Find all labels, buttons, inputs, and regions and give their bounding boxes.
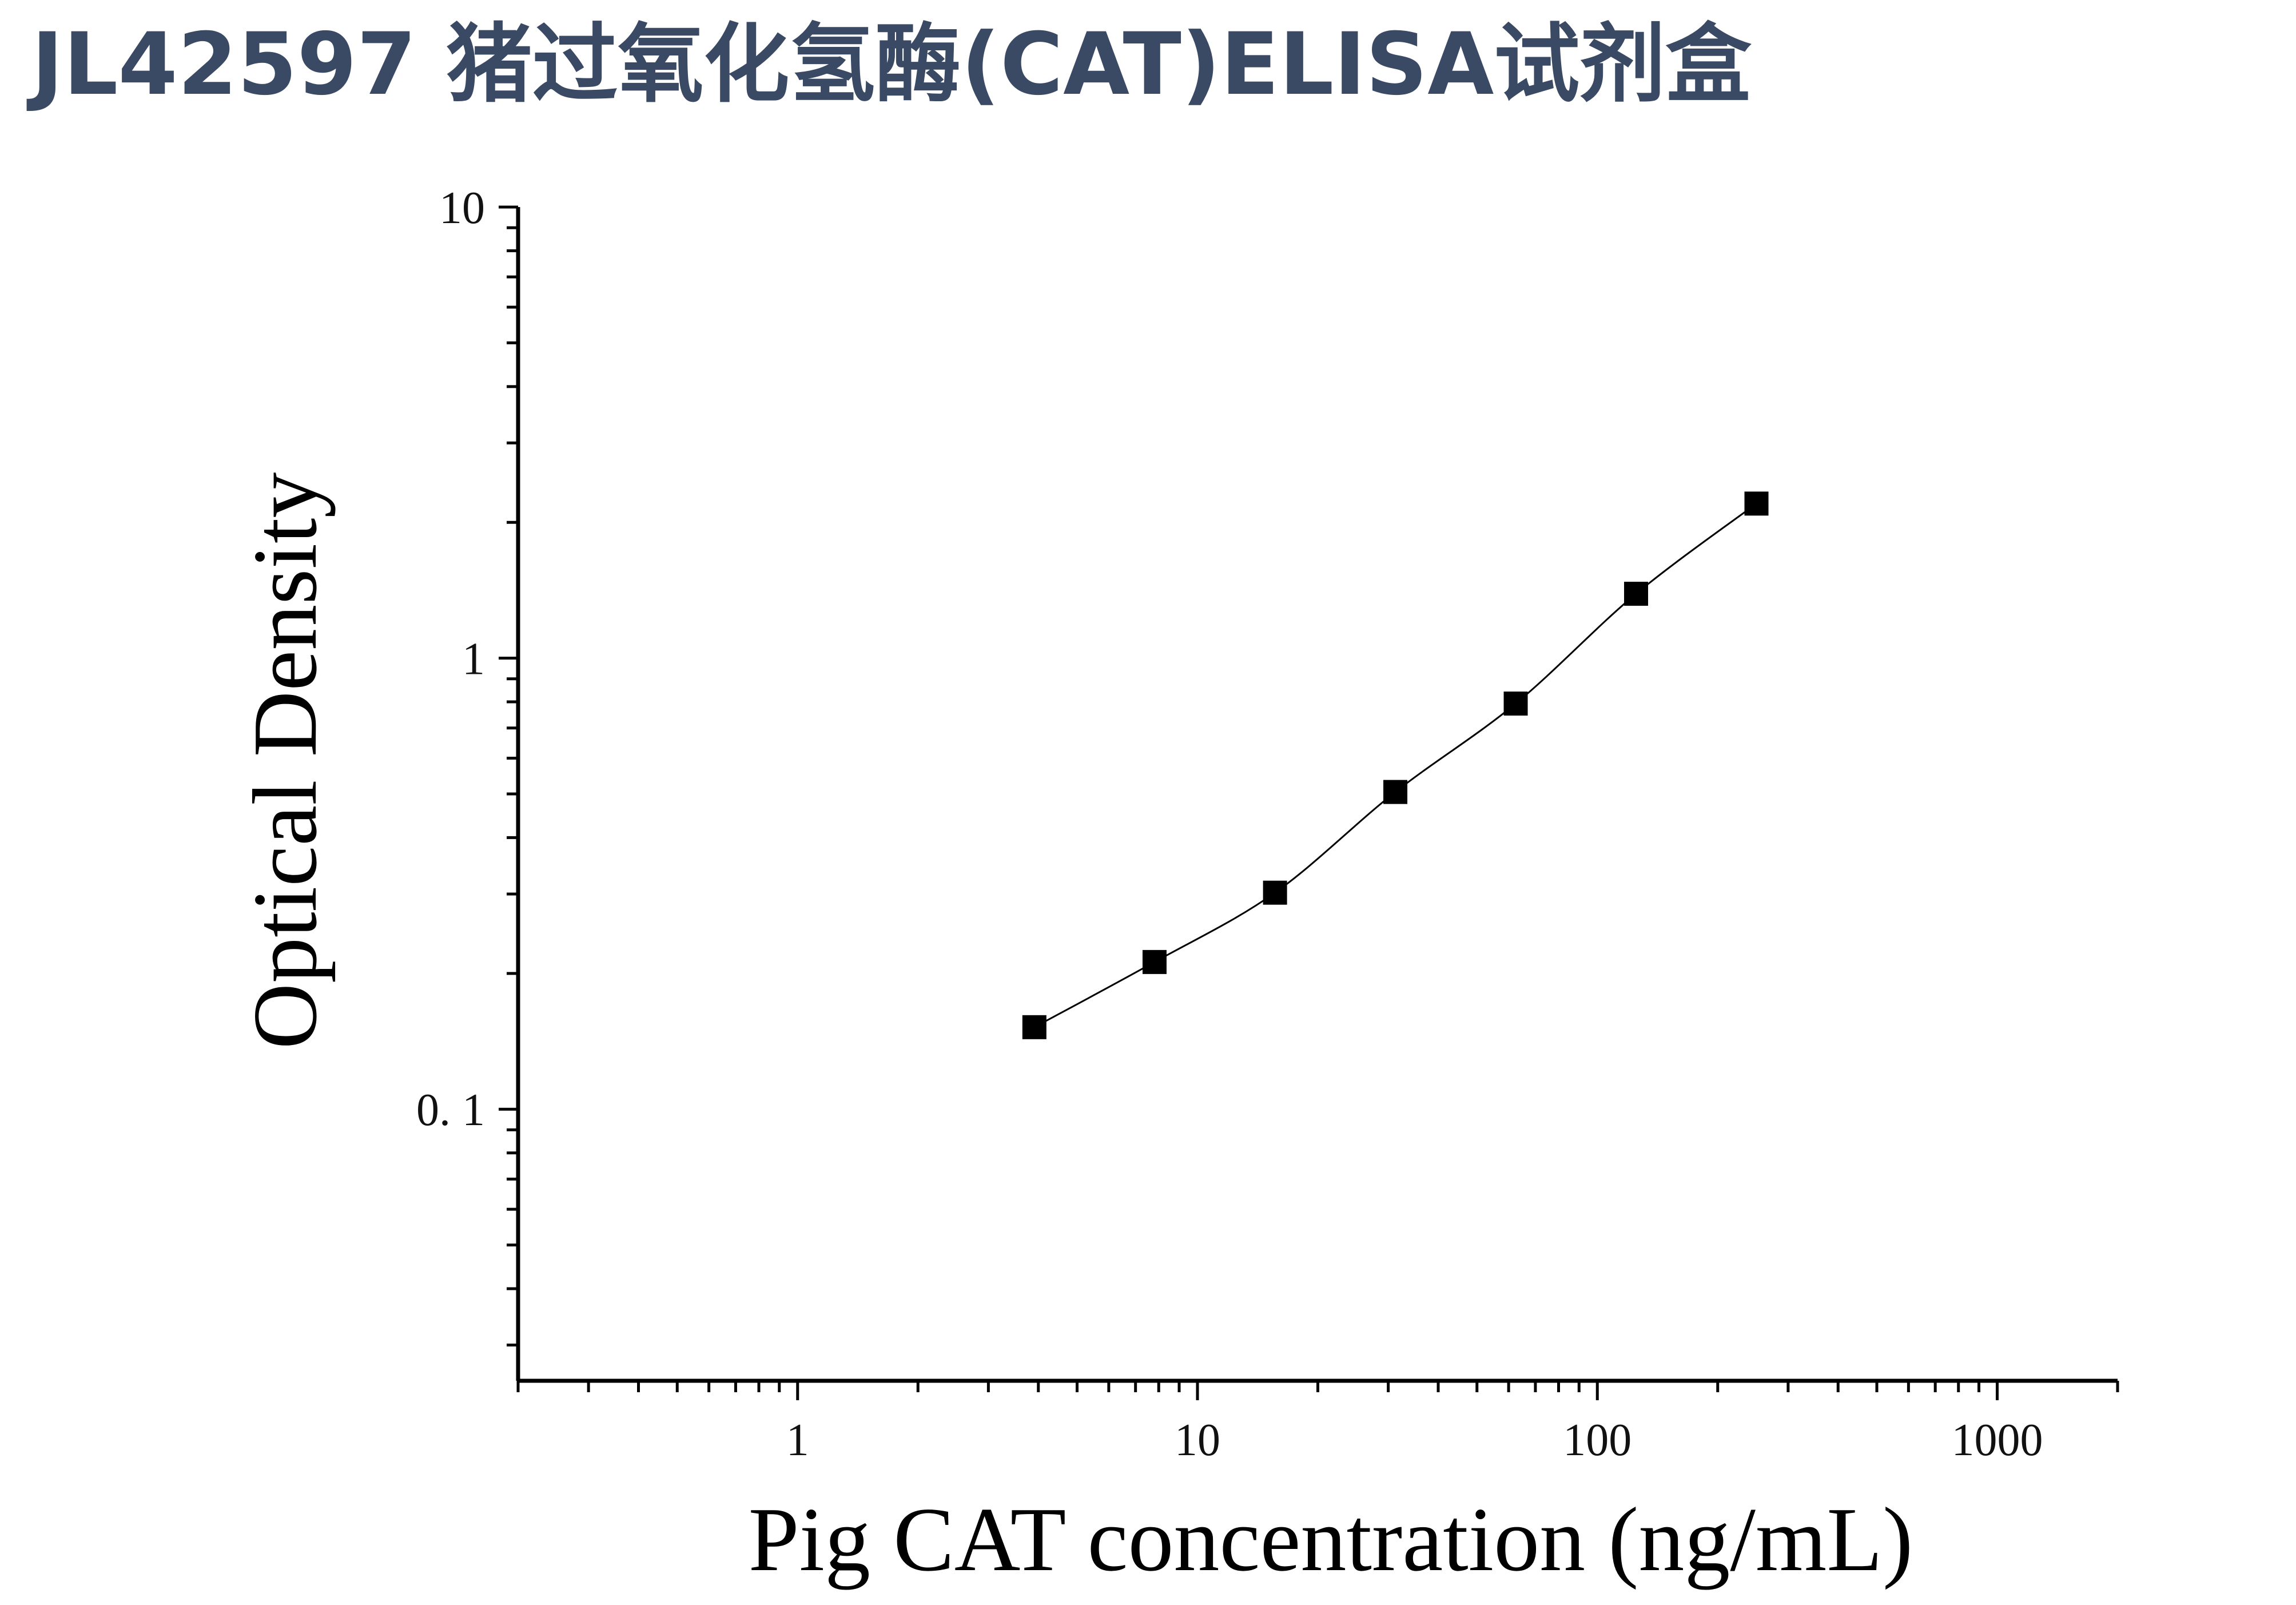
data-point (1624, 582, 1649, 606)
x-tick-label: 1 (786, 1415, 809, 1465)
fit-curve-layer (1034, 503, 1757, 1028)
x-tick-label: 1000 (1952, 1415, 2043, 1465)
data-point (1744, 491, 1769, 516)
fit-curve (1034, 503, 1757, 1028)
data-point (1383, 780, 1408, 804)
axis-ticks (499, 205, 2119, 1400)
data-point (1263, 880, 1287, 905)
tick-labels: 1 10 100 1000 0. 1 1 10 (416, 183, 2043, 1465)
x-tick-label: 10 (1175, 1415, 1220, 1465)
x-tick-label: 100 (1563, 1415, 1632, 1465)
axes (516, 207, 2118, 1383)
x-axis-title: Pig CAT concentration (ng/mL) (749, 1488, 1913, 1590)
data-point (1503, 692, 1528, 716)
data-points (1022, 491, 1769, 1039)
data-point (1142, 950, 1167, 974)
y-tick-label: 1 (462, 634, 485, 685)
y-tick-label: 10 (439, 183, 485, 233)
page-title: JL42597 猪过氧化氢酶(CAT)ELISA试剂盒 (31, 15, 1752, 114)
y-axis-title: Optical Density (234, 472, 336, 1050)
y-tick-label: 0. 1 (416, 1085, 485, 1135)
data-point (1022, 1015, 1046, 1039)
